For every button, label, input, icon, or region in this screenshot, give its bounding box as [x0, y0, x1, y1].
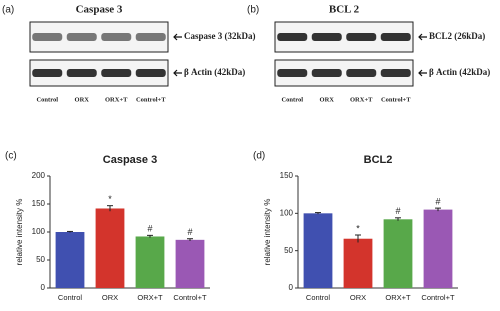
blot-band [380, 33, 411, 41]
band-label: β Actin (42kDa) [429, 67, 490, 77]
x-tick-label: Control+T [173, 293, 207, 302]
chart-title: BCL2 [364, 154, 393, 166]
blot-band [380, 69, 411, 77]
y-tick-label: 150 [280, 171, 294, 180]
y-tick-label: 100 [280, 208, 294, 217]
blot-band [277, 33, 308, 41]
x-tick-label: Control [58, 293, 83, 302]
y-tick-label: 0 [289, 283, 294, 292]
arrow [173, 69, 182, 77]
y-tick-label: 0 [41, 283, 46, 292]
blot-band [32, 33, 63, 41]
annotation: # [395, 206, 400, 216]
bar [55, 232, 85, 288]
y-tick-label: 50 [36, 255, 45, 264]
x-tick-label: ORX+T [137, 293, 163, 302]
blot-band [66, 33, 97, 41]
annotation: # [147, 224, 152, 234]
x-tick-label: ORX [102, 293, 118, 302]
panel-label: (d) [253, 151, 265, 162]
blot-title: BCL 2 [329, 4, 360, 16]
bar [95, 208, 125, 288]
lane-label: ORX [75, 96, 90, 103]
blot-band [101, 69, 132, 77]
y-tick-label: 200 [32, 171, 46, 180]
panel-label: (c) [5, 151, 17, 162]
panel-label: (b) [247, 5, 259, 16]
blot-title: Caspase 3 [76, 4, 123, 16]
y-tick-label: 50 [284, 246, 293, 255]
x-tick-label: ORX [350, 293, 366, 302]
y-axis-label: relative intensity % [263, 199, 272, 266]
y-axis-label: relative intensity % [15, 199, 24, 266]
lane-label: ORX+T [105, 96, 128, 103]
blot-band [346, 69, 377, 77]
blot-band [66, 69, 97, 77]
bar [423, 209, 453, 288]
lane-label: ORX [320, 96, 335, 103]
lane-label: Control+T [136, 96, 166, 103]
bar [303, 213, 333, 288]
x-tick-label: Control [306, 293, 331, 302]
x-tick-label: ORX+T [385, 293, 411, 302]
blot-band [101, 33, 132, 41]
band-label: BCL2 (26kDa) [429, 31, 485, 41]
y-tick-label: 150 [32, 199, 46, 208]
lane-label: Control [281, 96, 303, 103]
y-tick-label: 100 [32, 227, 46, 236]
band-label: β Actin (42kDa) [184, 67, 245, 77]
panel-label: (a) [2, 5, 14, 16]
band-label: Caspase 3 (32kDa) [184, 31, 256, 41]
lane-label: Control+T [381, 96, 411, 103]
x-tick-label: Control+T [421, 293, 455, 302]
lane-label: Control [36, 96, 58, 103]
blot-band [135, 33, 166, 41]
arrow [173, 33, 182, 41]
lane-label: ORX+T [350, 96, 373, 103]
blot-band [32, 69, 63, 77]
chart-title: Caspase 3 [103, 154, 157, 166]
annotation: # [187, 227, 192, 237]
arrow [418, 69, 427, 77]
blot-band [311, 69, 342, 77]
bar [343, 238, 373, 288]
annotation: * [108, 194, 112, 204]
bar [135, 236, 165, 288]
annotation: * [356, 223, 360, 233]
bar [175, 239, 205, 288]
blot-band [135, 69, 166, 77]
bar [383, 219, 413, 288]
blot-band [346, 33, 377, 41]
arrow [418, 33, 427, 41]
blot-band [277, 69, 308, 77]
blot-band [311, 33, 342, 41]
annotation: # [435, 196, 440, 206]
